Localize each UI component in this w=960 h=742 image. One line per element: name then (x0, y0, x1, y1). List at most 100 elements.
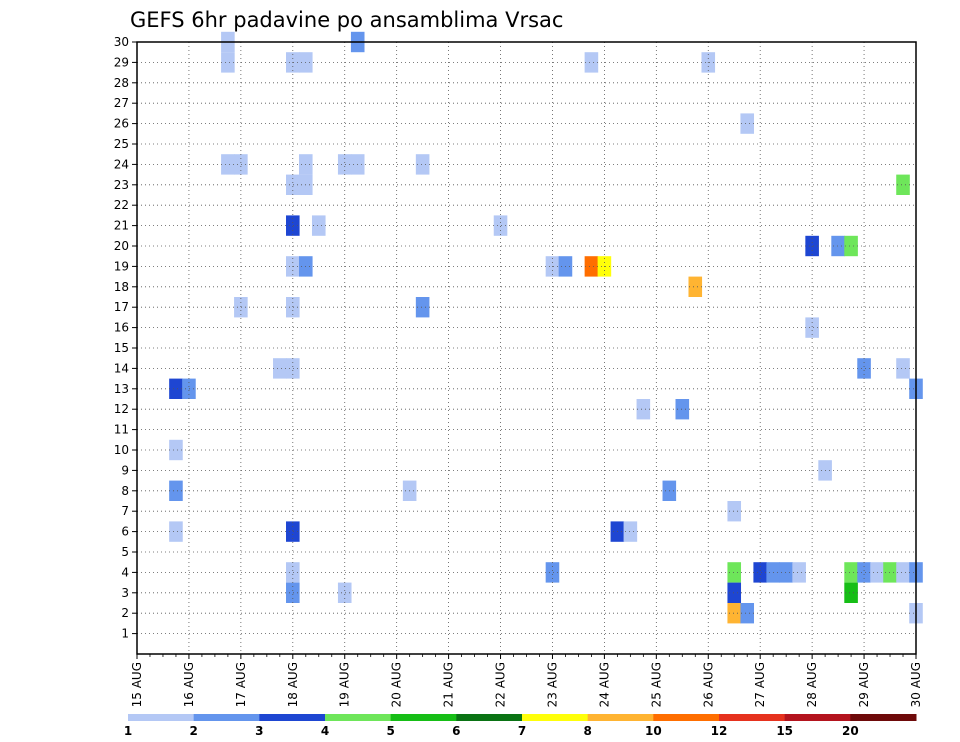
heatmap-cell (286, 174, 300, 195)
y-tick-label: 11 (114, 423, 129, 437)
heatmap-cell (805, 317, 819, 338)
colorbar-label: 15 (776, 724, 793, 738)
y-tick-label: 9 (121, 463, 129, 477)
y-tick-label: 21 (114, 219, 129, 233)
heatmap-cell (753, 562, 767, 583)
y-tick-label: 28 (114, 76, 129, 90)
heatmap-cell (675, 399, 690, 420)
axes: 1234567891011121314151617181920212223242… (114, 35, 923, 707)
chart-title: GEFS 6hr padavine po ansamblima Vrsac (130, 8, 563, 32)
x-tick-label: 27 AUG (753, 662, 767, 707)
heatmap-cell (415, 297, 430, 318)
x-tick-label: 30 AUG (909, 662, 923, 707)
heatmap-cell (311, 215, 326, 236)
heatmap-cell (896, 358, 910, 379)
y-tick-label: 1 (121, 627, 129, 641)
x-tick-label: 16 AUG (182, 662, 196, 707)
heatmap-cell (182, 378, 196, 399)
x-tick-label: 22 AUG (494, 662, 508, 707)
y-tick-label: 7 (121, 504, 129, 518)
y-tick-label: 18 (114, 280, 129, 294)
y-tick-label: 10 (114, 443, 129, 457)
heatmap-cell (844, 582, 858, 603)
y-tick-label: 2 (121, 606, 129, 620)
y-tick-label: 17 (114, 300, 129, 314)
colorbar-label: 20 (842, 724, 859, 738)
heatmap-cell (286, 582, 300, 603)
colorbar: 1 2 3 4 5 6 7 8 10 12 15 20 (124, 714, 917, 738)
y-tick-label: 25 (114, 137, 129, 151)
heatmap-cell (857, 562, 871, 583)
x-tick-label: 23 AUG (545, 662, 559, 707)
x-tick-label: 26 AUG (701, 662, 715, 707)
y-tick-label: 12 (114, 402, 129, 416)
x-tick-label: 29 AUG (857, 662, 871, 707)
colorbar-segment (850, 714, 917, 721)
heatmap-cell (169, 439, 183, 461)
heatmap-cell (221, 154, 235, 175)
x-tick-label: 28 AUG (805, 662, 819, 707)
x-tick-label: 25 AUG (649, 662, 663, 707)
heatmap-cell (844, 235, 858, 257)
y-tick-label: 3 (121, 586, 129, 600)
heatmap-cell (831, 235, 845, 257)
x-tick-label: 18 AUG (286, 662, 300, 707)
colorbar-label: 5 (386, 724, 394, 738)
heatmap-cell (740, 603, 755, 624)
heatmap-cells (169, 31, 923, 624)
colorbar-label: 2 (189, 724, 197, 738)
heatmap-cell (727, 501, 742, 522)
heatmap-cell (286, 358, 300, 379)
x-tick-label: 24 AUG (597, 662, 611, 707)
colorbar-segment (456, 714, 523, 721)
heatmap-cell (779, 562, 793, 583)
y-tick-label: 14 (114, 361, 129, 375)
heatmap-cell (221, 52, 235, 73)
heatmap-cell (545, 562, 560, 583)
y-tick-label: 5 (121, 545, 129, 559)
heatmap-cell (286, 521, 300, 542)
colorbar-segment (653, 714, 720, 721)
y-tick-label: 20 (114, 239, 129, 253)
heatmap-cell (286, 562, 300, 583)
colorbar-label: 1 (124, 724, 132, 738)
heatmap-cell (584, 256, 599, 277)
y-tick-label: 23 (114, 178, 129, 192)
heatmap-cell (844, 562, 858, 583)
colorbar-segment (587, 714, 654, 721)
heatmap-cell (337, 154, 352, 175)
heatmap-cell (286, 297, 300, 318)
heatmap-cell (337, 582, 352, 603)
heatmap-cell (727, 603, 742, 624)
colorbar-segment (325, 714, 392, 721)
heatmap-cell (636, 399, 651, 420)
y-tick-label: 19 (114, 259, 129, 273)
colorbar-segment (193, 714, 260, 721)
heatmap-cell (169, 378, 183, 399)
heatmap-cell (493, 215, 508, 236)
colorbar-segment (128, 714, 195, 721)
y-tick-label: 29 (114, 55, 129, 69)
y-tick-label: 27 (114, 96, 129, 110)
heatmap-cell (169, 480, 183, 501)
heatmap-cell (169, 521, 183, 542)
colorbar-label: 6 (452, 724, 460, 738)
heatmap-cell (286, 215, 300, 236)
colorbar-label: 8 (583, 724, 591, 738)
heatmap-cell (857, 358, 871, 379)
heatmap-cell (623, 521, 638, 542)
heatmap-cell (415, 154, 430, 175)
heatmap-cell (883, 562, 897, 583)
colorbar-segment (784, 714, 851, 721)
colorbar-segment (390, 714, 457, 721)
y-tick-label: 13 (114, 382, 129, 396)
y-tick-label: 24 (114, 157, 129, 171)
heatmap-cell (740, 113, 755, 134)
y-tick-label: 16 (114, 321, 129, 335)
heatmap-cell (896, 562, 910, 583)
heatmap-cell (273, 358, 287, 379)
heatmap-cell (792, 562, 806, 583)
y-tick-label: 8 (121, 484, 129, 498)
colorbar-segment (522, 714, 589, 721)
